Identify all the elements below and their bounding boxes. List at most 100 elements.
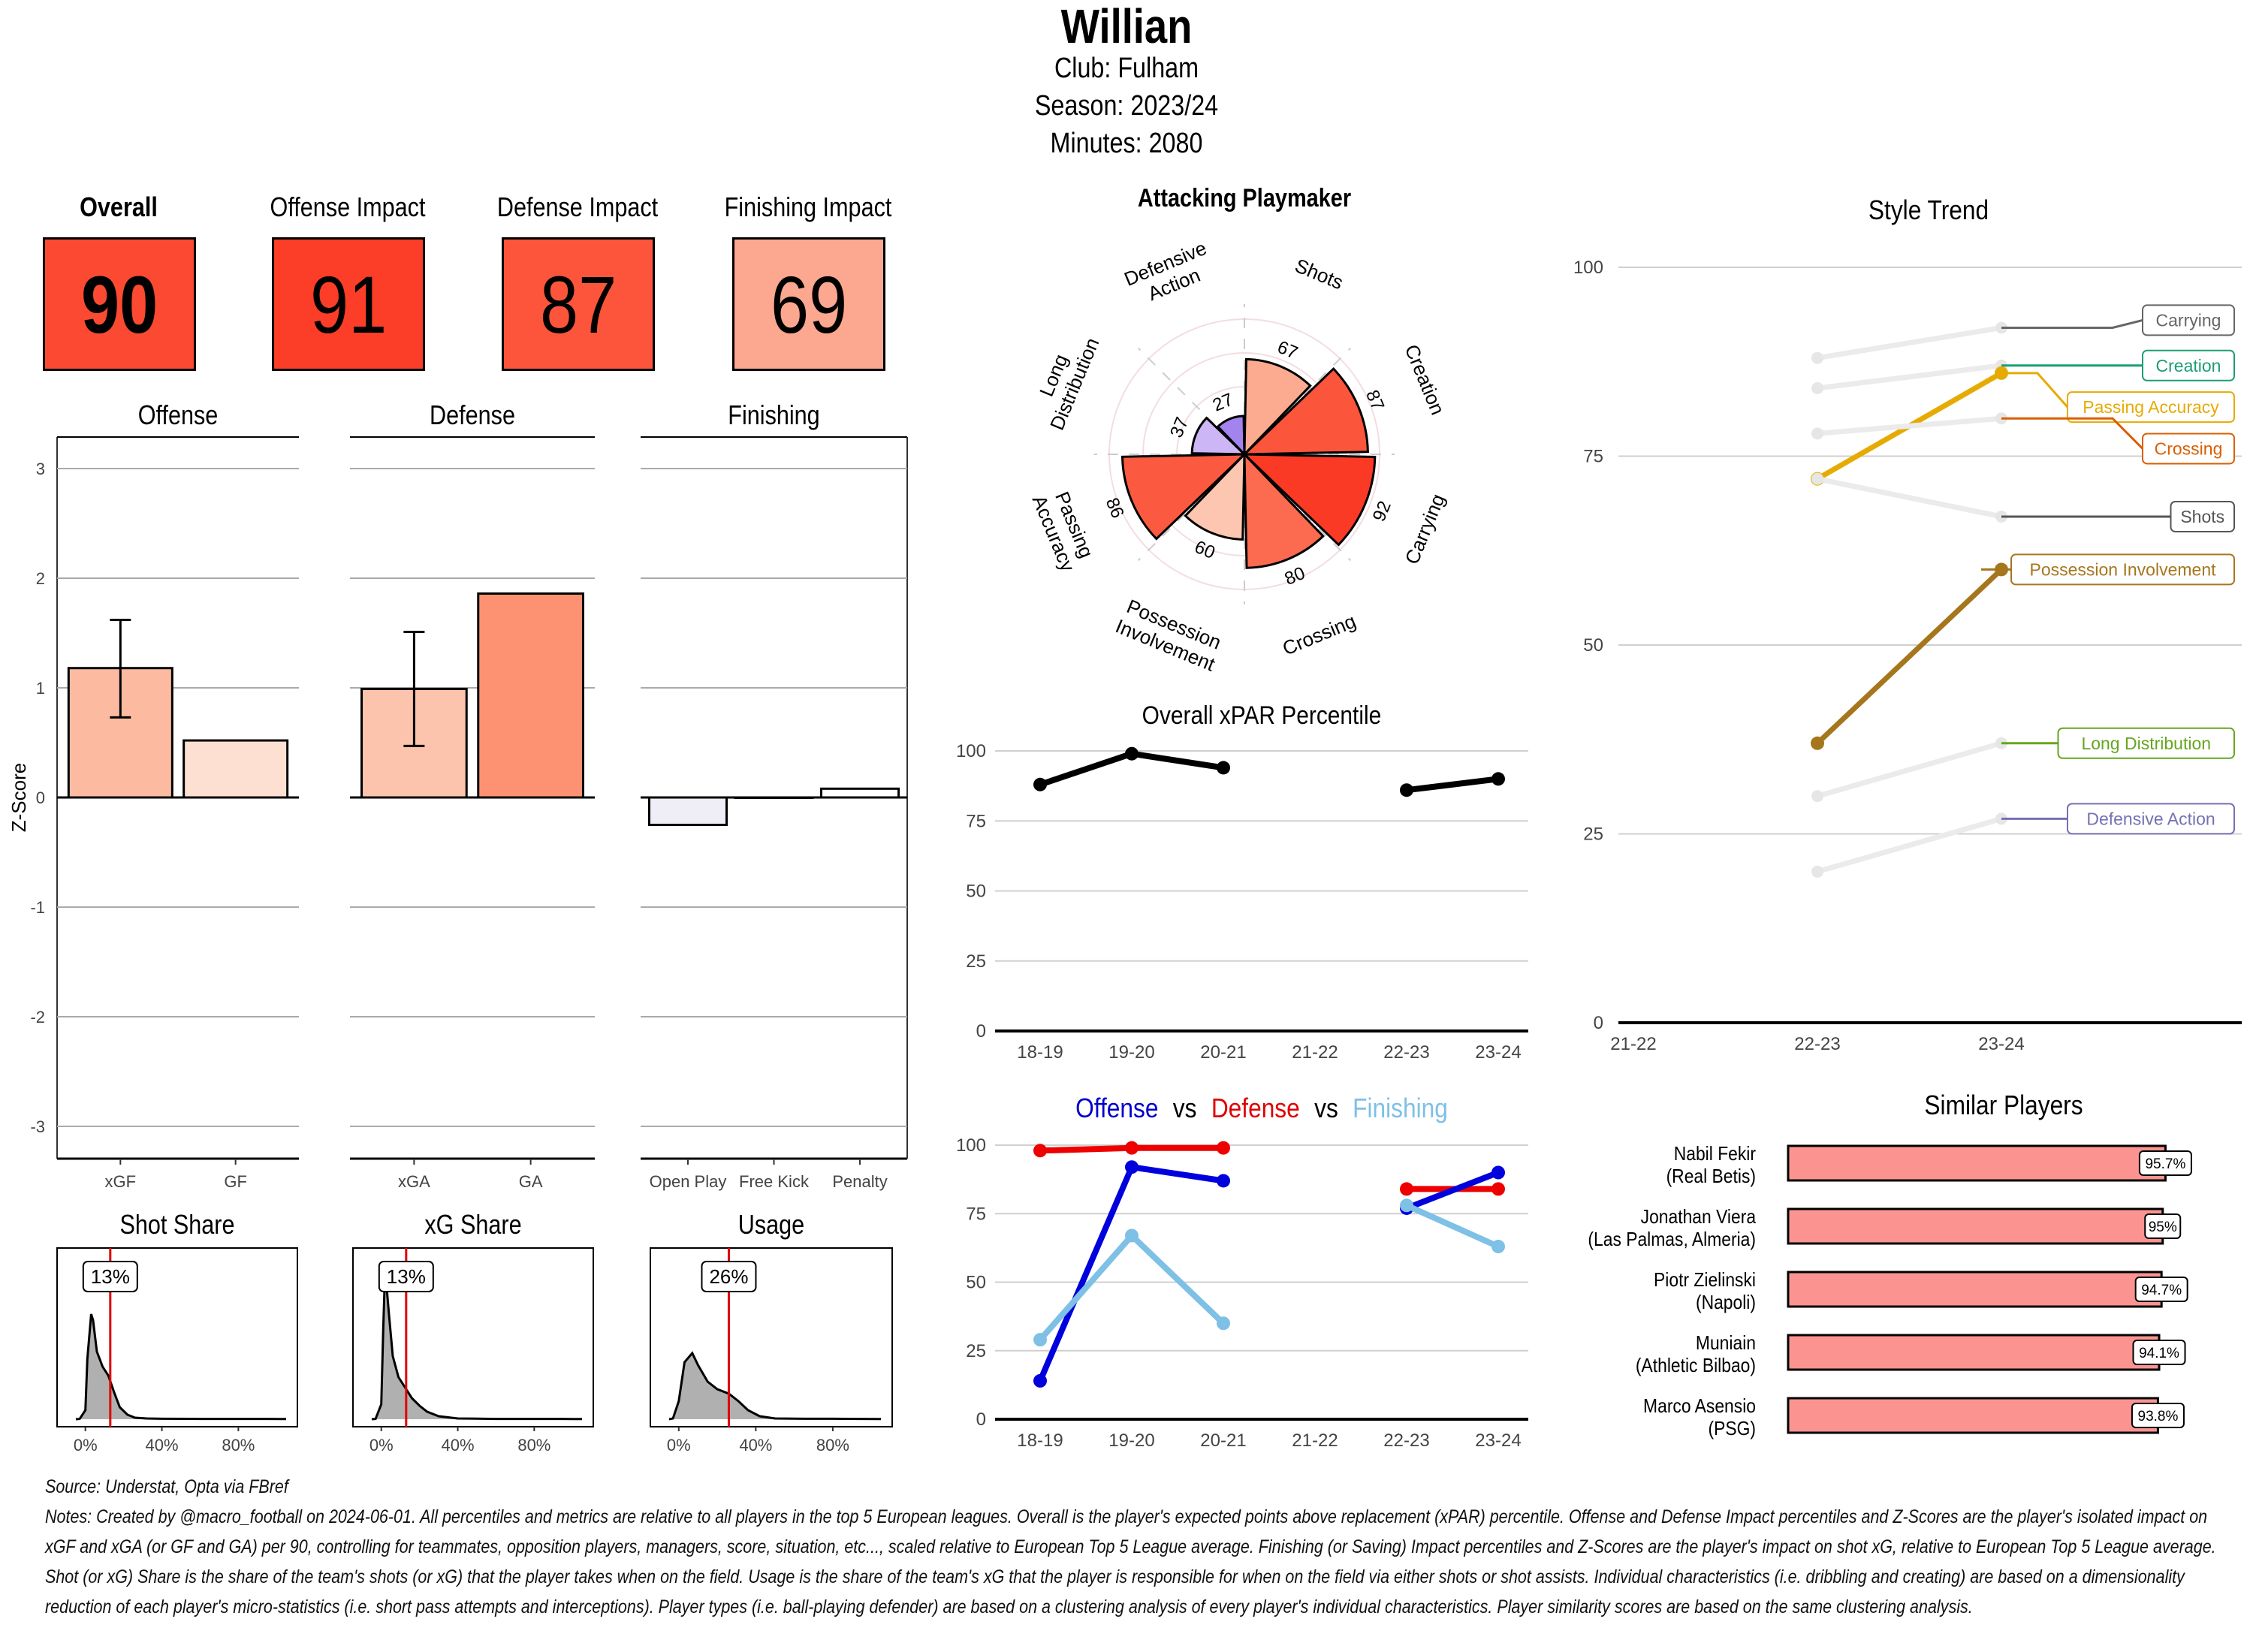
similar-player-row: Marco Asensio(PSG) 93.8% [1643, 1396, 2185, 1439]
data-point [1033, 1333, 1047, 1347]
panel-title: Finishing [728, 401, 819, 431]
series-long-distribution: Long Distribution [1811, 727, 2235, 803]
density-frame [56, 1247, 298, 1427]
y-tick-label: 0 [976, 1409, 986, 1430]
density-area [372, 1269, 582, 1419]
radar-wedge [1216, 415, 1246, 457]
player-name: Jonathan Viera [1641, 1207, 1757, 1228]
title-part: Defense [1211, 1093, 1300, 1123]
series-label-box [2142, 304, 2235, 336]
similar-player-row: Nabil Fekir(Real Betis) 95.7% [1666, 1144, 2192, 1188]
radar-wedge [1184, 451, 1246, 541]
y-tick-label: 50 [966, 882, 986, 902]
value-badge-label: 26% [709, 1265, 748, 1288]
similarity-badge [2132, 1340, 2186, 1365]
player-club: (Real Betis) [1666, 1166, 1756, 1188]
y-tick-label: 0 [1594, 1013, 1603, 1033]
data-point-faded [1811, 427, 1823, 440]
player-name: Muniain [1696, 1333, 1756, 1355]
data-point [1125, 746, 1139, 761]
series-line [1405, 1169, 1500, 1211]
series-label-box [2067, 803, 2235, 835]
series-label: Defensive Action [2086, 809, 2215, 828]
data-point [1033, 1373, 1047, 1388]
x-tick-label: 0% [667, 1436, 691, 1455]
y-tick-label: 75 [966, 1204, 986, 1224]
trend-line-faded [1817, 816, 2002, 875]
score-label: Defense Impact [496, 191, 659, 222]
series-defensive-action: Defensive Action [1811, 803, 2235, 878]
title-part: Offense [1075, 1093, 1158, 1123]
series-label: Long Distribution [2081, 734, 2211, 753]
offense-defense-finishing-chart: Offense vs Defense vs Finishing 0 25 50 75 100 18-… [956, 1093, 1528, 1451]
radar-wedge [1190, 416, 1247, 456]
x-tick-label: GF [224, 1172, 247, 1191]
data-point-faded [1811, 351, 1823, 364]
data-point [1125, 1160, 1139, 1174]
player-name: Nabil Fekir [1674, 1144, 1756, 1165]
x-tick-label: 23-24 [1978, 1034, 2024, 1054]
series-label-box [2010, 553, 2235, 586]
similarity-badge [2131, 1403, 2185, 1428]
series-creation: Creation [1811, 349, 2235, 394]
x-tick-label: 22-23 [1383, 1430, 1429, 1451]
trend-line [1815, 567, 2004, 746]
x-tick-label: 23-24 [1475, 1042, 1521, 1063]
score-value: 90 [80, 258, 158, 350]
series-line [1406, 776, 1499, 794]
density-title: Usage [738, 1210, 804, 1241]
radar-category-label: Carrying [1401, 490, 1449, 567]
player-name: Willian [1060, 0, 1193, 53]
score-box: 69 [732, 237, 885, 371]
x-tick-label: 80% [816, 1436, 849, 1455]
series-overall [1033, 746, 1505, 797]
player-name: Piotr Zielinski [1654, 1270, 1756, 1292]
series-offense [1033, 1160, 1505, 1388]
zscore-panel-finishing: Finishing Open Play Free Kick Penalty [641, 401, 908, 1191]
y-tick-label: 75 [966, 811, 986, 831]
density-panels: Shot Share 13% 0% 40% 80% xG Share 13% 0% 40% 80%… [56, 1210, 893, 1455]
similar-player-row: Jonathan Viera(Las Palmas, Almeria) 95% [1588, 1207, 2182, 1250]
x-tick-label: 40% [739, 1436, 772, 1455]
y-tick-label: -3 [30, 1117, 45, 1136]
x-tick-label: 18-19 [1017, 1430, 1063, 1451]
similarity-value: 94.1% [2139, 1346, 2179, 1361]
season-label: Season: 2023/24 [1034, 90, 1219, 122]
similarity-bar [1787, 1334, 2161, 1371]
data-point-faded [1811, 472, 1823, 485]
chart-title: Overall xPAR Percentile [1142, 701, 1382, 729]
x-tick-label: 23-24 [1475, 1430, 1521, 1451]
series-label: Possession Involvement [2029, 559, 2216, 579]
player-club: (Athletic Bilbao) [1636, 1355, 1756, 1377]
series-finishing [1033, 1198, 1505, 1347]
series-possession-involvement: Possession Involvement [1811, 553, 2235, 750]
x-tick-label: 21-22 [1292, 1430, 1338, 1451]
label-leader [2001, 372, 2069, 408]
x-tick-label: 21-22 [1292, 1042, 1338, 1063]
radar-category-label: Crossing [1279, 610, 1359, 660]
series-passing-accuracy: Passing Accuracy [1811, 366, 2235, 486]
zscore-bar [182, 739, 289, 799]
x-tick-label: 18-19 [1017, 1042, 1063, 1063]
radar-title: Attacking Playmaker [1138, 183, 1351, 213]
x-tick-label: Penalty [832, 1172, 887, 1191]
series-shots: Shots [1811, 472, 2235, 532]
density-panel: Usage 26% 0% 40% 80% [650, 1210, 893, 1455]
data-point [1491, 1240, 1505, 1254]
score-box: 87 [502, 237, 655, 371]
style-trend-chart: Style Trend 0 25 50 75 100 21-22 22-23 23-24 Carr… [1573, 195, 2242, 1054]
similarity-value: 95% [2149, 1219, 2177, 1235]
x-tick-label: Free Kick [739, 1172, 810, 1191]
radar-value-label: 80 [1282, 563, 1308, 589]
density-curve [371, 1268, 583, 1421]
radar-category-label: Shots [1292, 254, 1347, 294]
data-point [1033, 777, 1047, 791]
radar-value-label: 87 [1362, 387, 1388, 414]
y-tick-label: 1 [36, 679, 45, 698]
series-defense [1033, 1141, 1505, 1196]
data-point [1400, 783, 1413, 797]
zscore-bar [819, 787, 900, 799]
